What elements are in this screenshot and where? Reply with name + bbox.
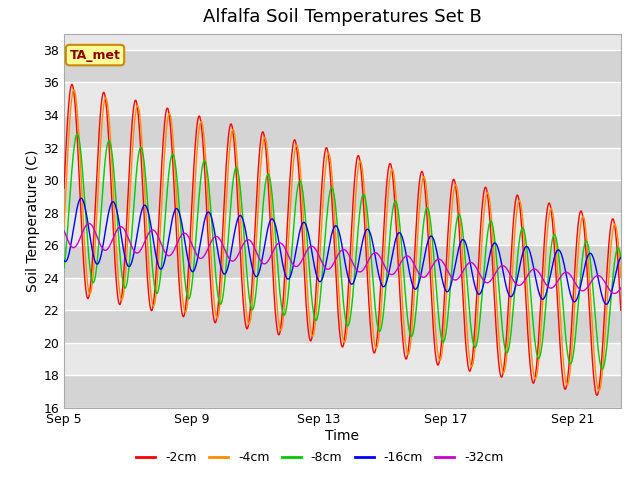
Bar <box>64 50 621 83</box>
Bar <box>64 311 621 343</box>
Legend: -2cm, -4cm, -8cm, -16cm, -32cm: -2cm, -4cm, -8cm, -16cm, -32cm <box>131 446 509 469</box>
Bar <box>64 245 621 278</box>
Text: TA_met: TA_met <box>70 48 120 61</box>
Bar <box>64 375 621 408</box>
Y-axis label: Soil Temperature (C): Soil Temperature (C) <box>26 150 40 292</box>
Title: Alfalfa Soil Temperatures Set B: Alfalfa Soil Temperatures Set B <box>203 9 482 26</box>
X-axis label: Time: Time <box>325 429 360 443</box>
Bar <box>64 115 621 147</box>
Bar <box>64 180 621 213</box>
